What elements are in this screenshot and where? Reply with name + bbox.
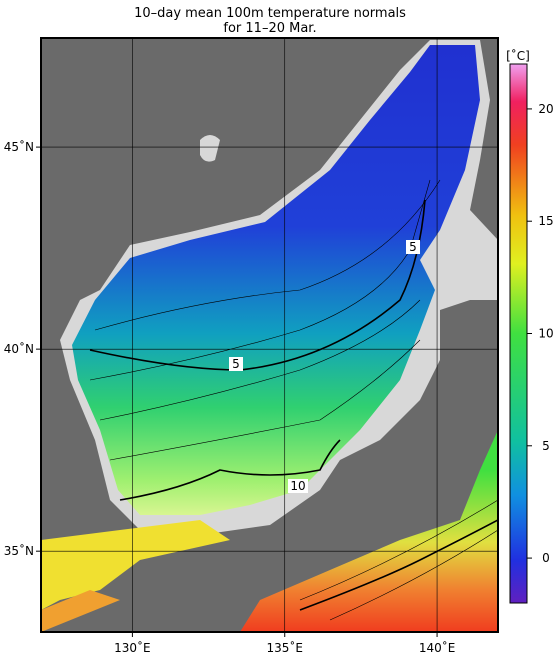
contour-label-box [406,240,420,254]
contour-label: 5 [232,357,240,371]
contour-labels: 5 5 10 [229,240,420,493]
colorbar-unit: [˚C] [506,48,530,63]
colorbar-tick-label: 10 [538,327,553,341]
colorbar [509,63,528,604]
graticule [41,38,498,632]
map-frame [40,37,499,633]
title-line: 10–day mean 100m temperature normals [134,6,406,21]
contour-label: 5 [409,240,417,254]
japan-sea [72,45,480,515]
pacific [240,430,498,632]
y-tick-label: 40˚N [4,341,34,356]
x-tick-label: 135˚E [266,640,303,655]
island [200,135,220,162]
colorbar-tick-label: 0 [542,551,550,565]
east-china-sea-south [41,590,120,632]
east-china-sea [41,520,230,610]
x-tick-label: 140˚E [419,640,456,655]
map-area: 5 5 10 [41,38,498,632]
contour-label-box [288,479,308,493]
axes: 130˚E 135˚E 140˚E 35˚N 40˚N 45˚N [4,139,456,655]
title-line: for 11–20 Mar. [223,21,316,36]
colorbar-tick-label: 5 [542,439,550,453]
contours [89,179,498,621]
labelled-contours [89,199,498,611]
y-tick-label: 45˚N [4,139,34,154]
x-tick-label: 130˚E [114,640,151,655]
contour-label: 10 [290,479,305,493]
colorbar-tick-label: 20 [538,102,553,116]
y-tick-label: 35˚N [4,543,34,558]
colorbar-ticks: 0 5 10 15 20 [527,102,554,565]
colorbar-tick-label: 15 [538,214,553,228]
contour-label-box [229,357,243,371]
